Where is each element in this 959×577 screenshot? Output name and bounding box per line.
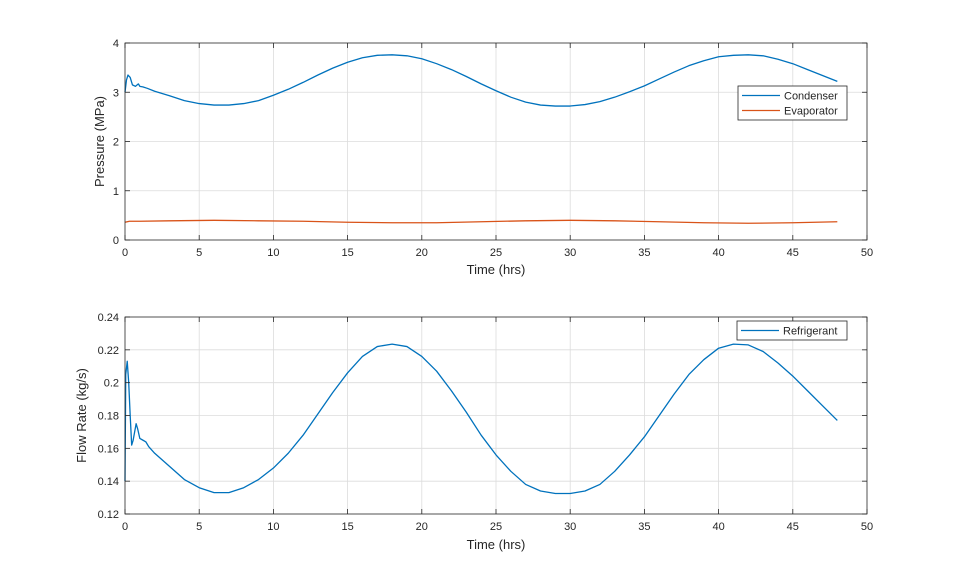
series-line-evaporator xyxy=(124,219,838,224)
flow-rate-x-tick-label: 25 xyxy=(490,521,502,533)
pressure-y-tick-label: 0 xyxy=(113,235,119,247)
flow-rate-x-tick-label: 5 xyxy=(196,521,202,533)
flow-rate-y-tick-label: 0.18 xyxy=(98,411,119,423)
legend-label-condenser: Condenser xyxy=(784,91,838,103)
pressure-x-tick-label: 0 xyxy=(122,247,128,259)
pressure-ylabel: Pressure (MPa) xyxy=(92,96,107,187)
flow-rate-series xyxy=(124,343,838,495)
pressure-ticks: 0 5 10 15 20 25 30 35 40 45 50 0 1 2 3 4 xyxy=(113,38,873,259)
flow-rate-axes: 0 5 10 15 20 25 30 35 40 45 50 0.12 0.14 0.16 0.18 0.2 0… xyxy=(74,312,873,552)
flow-rate-y-tick-label: 0.22 xyxy=(98,345,119,357)
pressure-x-tick-label: 10 xyxy=(267,247,279,259)
flow-rate-y-tick-label: 0.14 xyxy=(98,476,119,488)
flow-rate-x-tick-label: 0 xyxy=(122,521,128,533)
flow-rate-x-tick-label: 50 xyxy=(861,521,873,533)
pressure-x-tick-label: 15 xyxy=(341,247,353,259)
pressure-y-tick-label: 3 xyxy=(113,87,119,99)
flow-rate-y-tick-label: 0.24 xyxy=(98,312,119,324)
flow-rate-grid xyxy=(125,317,867,514)
pressure-x-tick-label: 20 xyxy=(416,247,428,259)
flow-rate-legend[interactable]: Refrigerant xyxy=(736,320,848,341)
flow-rate-x-tick-label: 30 xyxy=(564,521,576,533)
pressure-legend[interactable]: Condenser Evaporator xyxy=(737,85,848,121)
pressure-y-tick-label: 2 xyxy=(113,137,119,149)
flow-rate-ticks: 0 5 10 15 20 25 30 35 40 45 50 0.12 0.14 0.16 0.18 0.2 0… xyxy=(98,312,874,533)
flow-rate-x-tick-label: 40 xyxy=(712,521,724,533)
pressure-x-tick-label: 30 xyxy=(564,247,576,259)
flow-rate-xlabel: Time (hrs) xyxy=(467,537,526,552)
flow-rate-x-tick-label: 10 xyxy=(267,521,279,533)
pressure-x-tick-label: 45 xyxy=(787,247,799,259)
pressure-x-tick-label: 5 xyxy=(196,247,202,259)
flow-rate-y-tick-label: 0.12 xyxy=(98,509,119,521)
flow-rate-x-tick-label: 20 xyxy=(416,521,428,533)
pressure-series xyxy=(124,54,838,224)
pressure-x-tick-label: 35 xyxy=(638,247,650,259)
legend-label-refrigerant: Refrigerant xyxy=(783,326,837,338)
pressure-x-tick-label: 40 xyxy=(712,247,724,259)
legend-label-evaporator: Evaporator xyxy=(784,106,838,118)
flow-rate-x-tick-label: 15 xyxy=(341,521,353,533)
pressure-y-tick-label: 4 xyxy=(113,38,119,50)
flow-rate-x-tick-label: 35 xyxy=(638,521,650,533)
pressure-x-tick-label: 25 xyxy=(490,247,502,259)
flow-rate-ylabel: Flow Rate (kg/s) xyxy=(74,368,89,463)
flow-rate-x-tick-label: 45 xyxy=(787,521,799,533)
series-line-refrigerant xyxy=(124,343,838,495)
flow-rate-y-tick-label: 0.16 xyxy=(98,443,119,455)
pressure-x-tick-label: 50 xyxy=(861,247,873,259)
series-line-condenser xyxy=(124,54,838,107)
pressure-axes: 0 5 10 15 20 25 30 35 40 45 50 0 1 2 3 4 Time (hrs) Pre… xyxy=(92,38,873,277)
flow-rate-legend-box xyxy=(736,320,848,341)
pressure-xlabel: Time (hrs) xyxy=(467,262,526,277)
flow-rate-y-tick-label: 0.2 xyxy=(104,378,119,390)
pressure-legend-box xyxy=(737,85,848,121)
pressure-y-tick-label: 1 xyxy=(113,186,119,198)
